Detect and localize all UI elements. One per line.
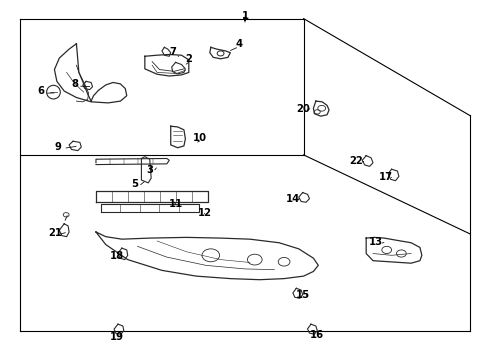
Text: 21: 21 xyxy=(49,228,62,238)
Text: 7: 7 xyxy=(169,46,176,57)
Text: 5: 5 xyxy=(131,179,139,189)
Text: 6: 6 xyxy=(37,86,44,96)
Text: 17: 17 xyxy=(379,172,392,182)
Text: 9: 9 xyxy=(55,141,62,152)
Text: 3: 3 xyxy=(147,165,153,175)
Text: 10: 10 xyxy=(193,133,207,143)
Text: 2: 2 xyxy=(185,54,192,64)
Text: 19: 19 xyxy=(110,332,124,342)
Text: 8: 8 xyxy=(72,79,78,89)
Text: 14: 14 xyxy=(286,194,300,204)
Text: 20: 20 xyxy=(296,104,310,114)
Text: 18: 18 xyxy=(110,251,124,261)
Text: 15: 15 xyxy=(295,291,310,301)
Text: 16: 16 xyxy=(310,330,324,340)
Text: 11: 11 xyxy=(169,199,183,209)
Text: 4: 4 xyxy=(236,40,243,49)
Text: 13: 13 xyxy=(369,237,383,247)
Text: 22: 22 xyxy=(349,156,363,166)
Text: 12: 12 xyxy=(198,208,212,218)
Text: 1: 1 xyxy=(242,11,248,21)
